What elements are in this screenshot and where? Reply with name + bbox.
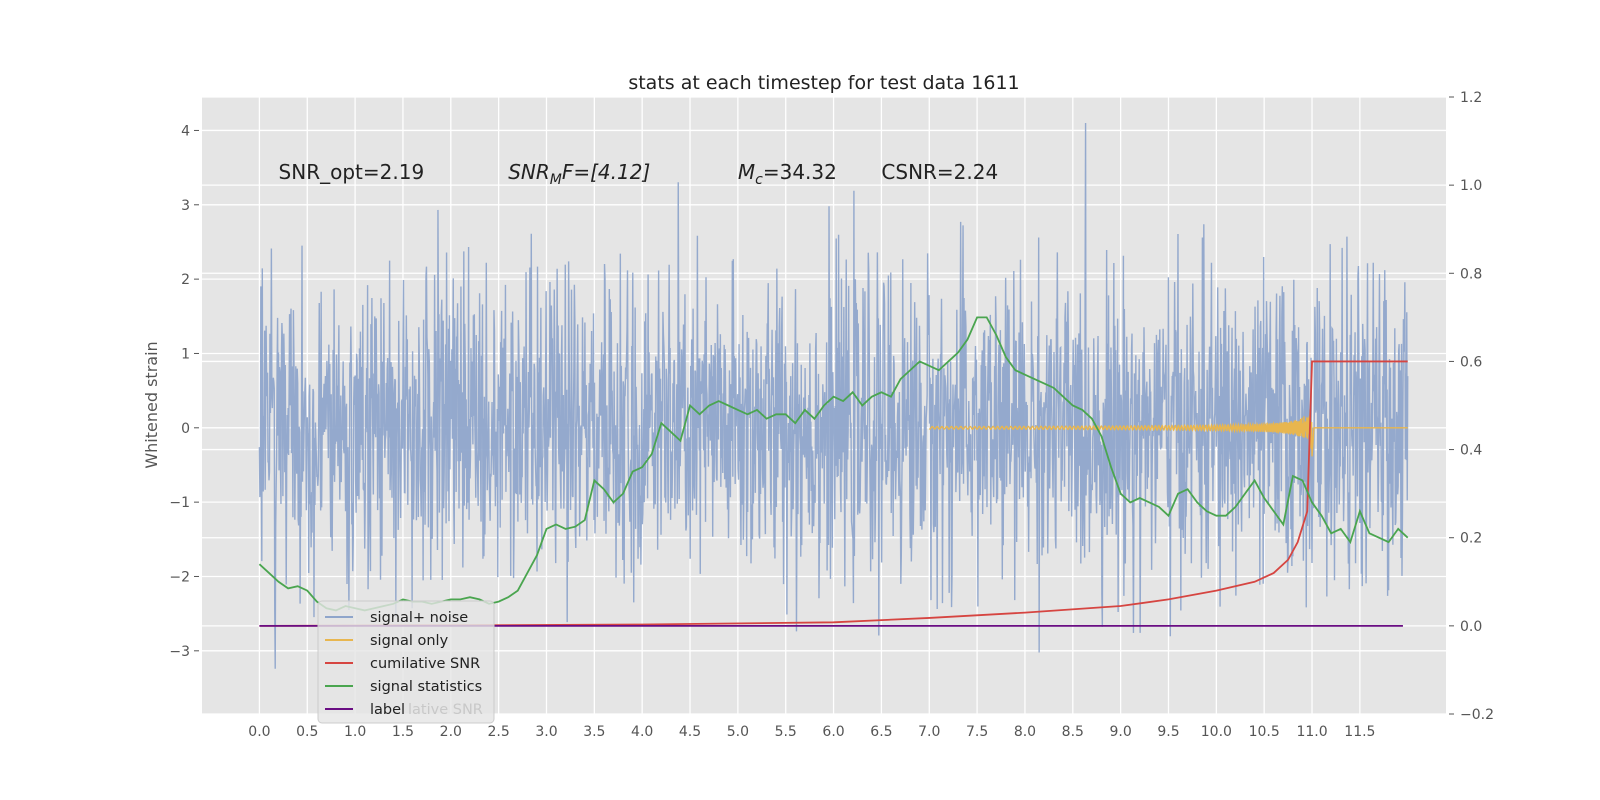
annotation-chirp-mass-rest: =34.32 <box>763 160 837 184</box>
series-signal-only <box>928 409 1408 457</box>
x-tick-label: 8.5 <box>1062 724 1084 740</box>
y-tick-label: 1 <box>181 346 190 362</box>
x-tick-label: 3.5 <box>583 724 605 740</box>
x-tick-label: 5.0 <box>727 724 749 740</box>
y-tick-label: −2 <box>169 569 190 585</box>
x-tick-label: 7.5 <box>966 724 988 740</box>
y2-tick-label: 0.2 <box>1460 531 1482 547</box>
annotations: SNR_opt=2.19 SNRMF=[4.12] Mc=34.32 CSNR=… <box>279 160 999 188</box>
annotation-chirp-mass: Mc=34.32 <box>738 160 837 188</box>
legend-entry: cumilative SNR <box>370 656 480 672</box>
y-tick-label: 0 <box>181 421 190 437</box>
x-tick-label: 2.5 <box>488 724 510 740</box>
annotation-snr-mf: SNRMF=[4.12] <box>508 160 650 188</box>
y2-tick-label: 1.0 <box>1460 178 1482 194</box>
x-tick-label: 0.0 <box>248 724 270 740</box>
y2-tick-label: 0.4 <box>1460 443 1482 459</box>
x-tick-label: 11.0 <box>1296 724 1327 740</box>
legend-entry: signal+ noise <box>370 610 468 626</box>
annotation-chirp-mass-sub: c <box>755 172 763 188</box>
x-tick-label: 6.0 <box>822 724 844 740</box>
x-tick-label: 8.0 <box>1014 724 1036 740</box>
y-tick-label: 2 <box>181 272 190 288</box>
x-tick-label: 3.0 <box>535 724 557 740</box>
y-axis-label: Whitened strain <box>142 341 161 468</box>
annotation-csnr: CSNR=2.24 <box>881 160 998 184</box>
legend-entry: signal statistics <box>370 679 482 695</box>
legend-box <box>317 600 495 724</box>
annotation-snr-mf-main: SNR <box>508 160 550 184</box>
axis-ticks: 0.0 0.5 1.0 1.5 2.0 2.5 3.0 3.5 4.0 4.5 5.0 5.5 6.0 6… <box>169 90 1494 740</box>
y-tick-label: −1 <box>169 495 190 511</box>
y-tick-label: 3 <box>181 198 190 214</box>
lines-layer <box>258 316 1409 627</box>
legend-entry: label <box>370 702 405 718</box>
x-tick-label: 2.0 <box>440 724 462 740</box>
y-tick-label: 4 <box>181 123 190 139</box>
x-tick-label: 7.0 <box>918 724 940 740</box>
x-tick-label: 9.0 <box>1110 724 1132 740</box>
x-tick-label: 5.5 <box>775 724 797 740</box>
y2-tick-label: 0.0 <box>1460 619 1482 635</box>
noise-series-layer <box>258 123 1409 669</box>
annotation-chirp-mass-main: M <box>738 160 755 184</box>
x-tick-label: 0.5 <box>296 724 318 740</box>
annotation-snr-mf-sub: M <box>550 172 562 188</box>
x-tick-label: 4.5 <box>679 724 701 740</box>
series-signal-noise <box>258 123 1409 669</box>
x-tick-label: 11.5 <box>1344 724 1375 740</box>
x-tick-label: 4.0 <box>631 724 653 740</box>
legend-ghost-text: lative SNR <box>408 702 483 718</box>
x-tick-label: 6.5 <box>870 724 892 740</box>
y2-tick-label: 1.2 <box>1460 90 1482 106</box>
legend-entry: signal only <box>370 633 449 649</box>
y-tick-label: −3 <box>169 644 190 660</box>
x-tick-label: 1.0 <box>344 724 366 740</box>
chart-title: stats at each timestep for test data 161… <box>628 72 1019 94</box>
series-cumilative-snr <box>259 360 1408 627</box>
y2-tick-label: 0.8 <box>1460 266 1482 282</box>
y2-tick-label: −0.2 <box>1460 707 1494 723</box>
annotation-snr-opt: SNR_opt=2.19 <box>279 160 425 184</box>
x-tick-label: 1.5 <box>392 724 414 740</box>
x-tick-label: 10.5 <box>1249 724 1280 740</box>
x-tick-label: 9.5 <box>1157 724 1179 740</box>
series-signal-statistics <box>258 316 1409 612</box>
annotation-snr-mf-rest: F=[4.12] <box>562 160 650 184</box>
x-tick-label: 10.0 <box>1201 724 1232 740</box>
legend: lative SNR signal+ noise signal only cumil… <box>317 600 495 724</box>
y2-tick-label: 0.6 <box>1460 354 1482 370</box>
